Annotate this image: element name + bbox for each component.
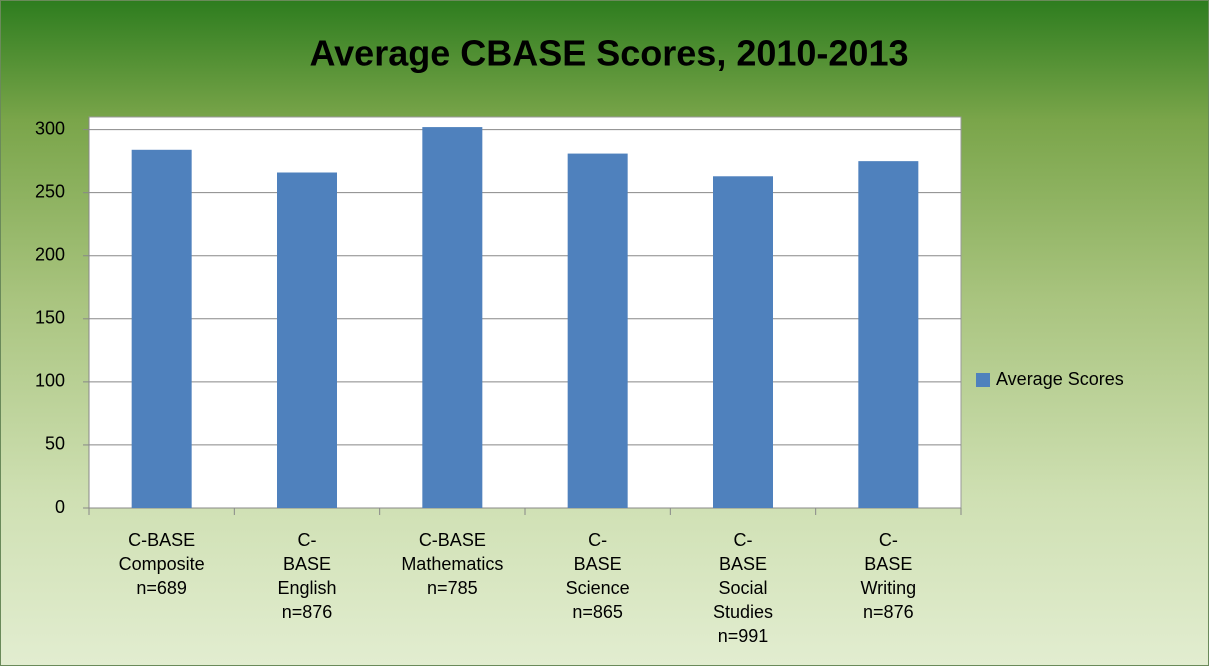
bar — [713, 176, 773, 508]
x-tick-label: C-BASE English n=876 — [277, 530, 337, 622]
x-tick-label: C-BASE Writing n=876 — [860, 530, 917, 622]
legend-swatch — [976, 373, 990, 387]
x-tick-label: C-BASE Social Studies n=991 — [712, 530, 774, 646]
y-tick-label: 50 — [45, 434, 65, 454]
bar — [131, 149, 192, 508]
chart-title: Average CBASE Scores, 2010-2013 — [309, 33, 908, 74]
y-tick-label: 200 — [35, 244, 65, 264]
y-tick-label: 300 — [35, 118, 65, 138]
y-tick-label: 150 — [35, 308, 65, 328]
bar — [422, 127, 483, 508]
x-tick-label: C-BASE Science n=865 — [565, 530, 630, 622]
y-tick-label: 250 — [35, 181, 65, 201]
x-tick-label: C-BASE Mathematics n=785 — [401, 530, 504, 598]
bar — [858, 161, 919, 509]
y-tick-label: 0 — [55, 497, 65, 517]
y-tick-label: 100 — [35, 371, 65, 391]
legend-label: Average Scores — [996, 369, 1124, 389]
bar — [567, 153, 628, 508]
bar — [277, 172, 337, 509]
x-tick-label: C-BASE Composite n=689 — [118, 530, 205, 598]
plot-area — [88, 116, 962, 509]
